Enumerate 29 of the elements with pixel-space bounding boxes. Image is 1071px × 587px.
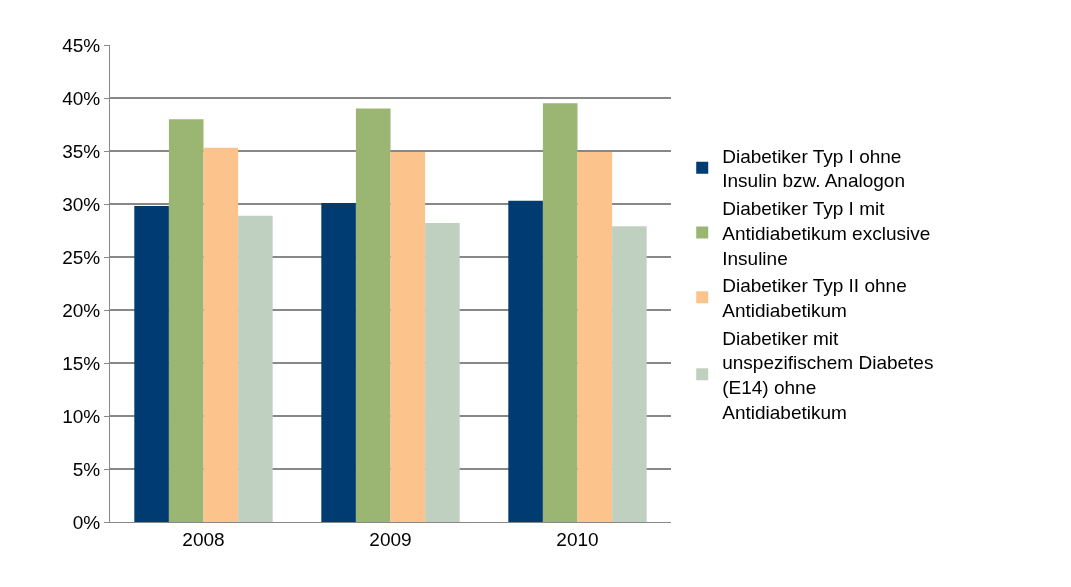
bar xyxy=(355,108,391,522)
bar xyxy=(321,202,356,522)
y-tick-label: 15% xyxy=(62,352,101,374)
x-tick-label: 2010 xyxy=(556,528,599,550)
bar xyxy=(134,206,169,522)
legend-label: Diabetiker mit unspezifischem Diabetes (E14) ohne Antidiabetikum xyxy=(722,327,934,423)
bar xyxy=(542,103,578,522)
x-tick-label: 2009 xyxy=(369,528,412,550)
legend-label: Diabetiker Typ I ohne Insulin bzw. Analogon xyxy=(722,145,905,192)
bar xyxy=(203,147,239,522)
legend-label: Diabetiker Typ I mit Antidiabetikum exclusive Insuline xyxy=(722,198,931,269)
bar xyxy=(425,223,460,522)
bar xyxy=(508,200,543,522)
bar xyxy=(577,152,613,522)
bar xyxy=(238,215,273,522)
y-tick-label: 20% xyxy=(62,299,101,321)
y-tick-label: 5% xyxy=(72,458,101,480)
bar xyxy=(612,226,647,522)
bar xyxy=(390,152,426,522)
y-tick-label: 40% xyxy=(62,87,101,109)
y-tick-label: 25% xyxy=(62,246,101,268)
y-tick-label: 35% xyxy=(62,140,101,162)
legend-label: Diabetiker Typ II ohne Antidiabetikum xyxy=(722,275,907,321)
y-tick-label: 45% xyxy=(62,34,101,56)
x-tick-label: 2008 xyxy=(182,528,225,550)
y-tick-label: 30% xyxy=(62,193,101,215)
y-tick-label: 10% xyxy=(62,405,101,427)
y-tick-label: 0% xyxy=(72,511,101,533)
bar xyxy=(168,119,204,522)
